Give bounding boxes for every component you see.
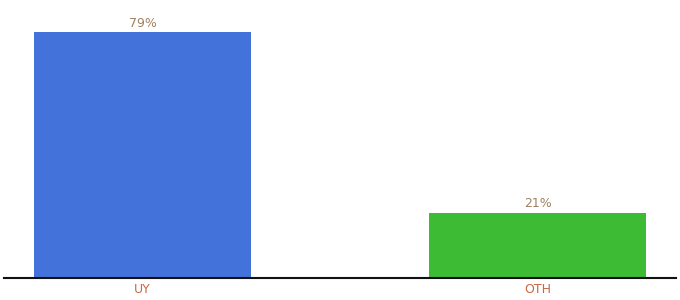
Bar [429, 213, 646, 278]
Bar [34, 32, 251, 278]
Text: 21%: 21% [524, 197, 551, 210]
Text: 79%: 79% [129, 17, 156, 30]
